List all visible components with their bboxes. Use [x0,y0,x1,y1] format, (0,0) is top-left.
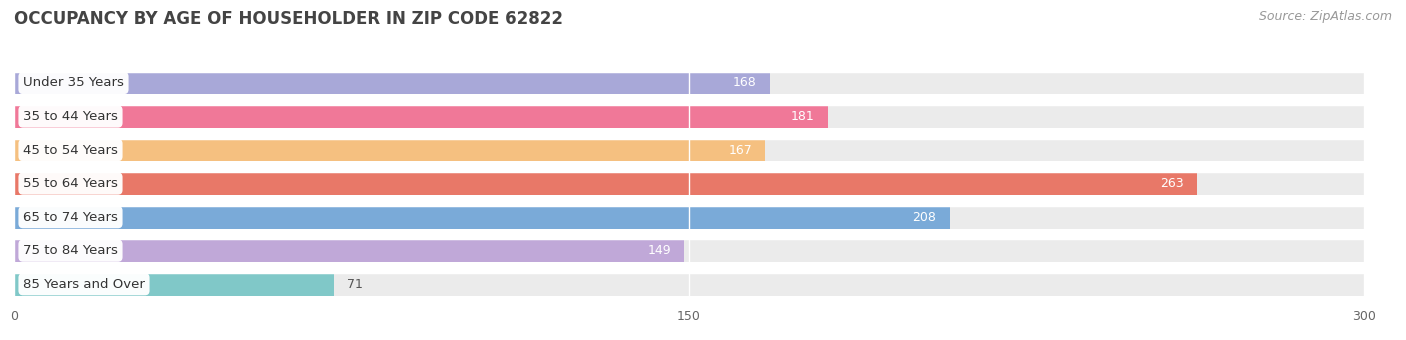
Text: 45 to 54 Years: 45 to 54 Years [22,143,118,156]
Text: 75 to 84 Years: 75 to 84 Years [22,244,118,257]
Bar [14,273,1364,295]
Text: 167: 167 [728,143,752,156]
Text: 35 to 44 Years: 35 to 44 Years [22,110,118,123]
Text: 149: 149 [647,244,671,257]
Bar [14,72,770,95]
Bar [14,72,1364,95]
Text: 208: 208 [912,211,936,224]
Text: Under 35 Years: Under 35 Years [22,76,124,89]
Text: 168: 168 [733,76,756,89]
Text: 71: 71 [347,278,363,291]
Bar [14,172,1364,195]
Text: 65 to 74 Years: 65 to 74 Years [22,211,118,224]
Text: 55 to 64 Years: 55 to 64 Years [22,177,118,190]
Text: 85 Years and Over: 85 Years and Over [22,278,145,291]
Text: OCCUPANCY BY AGE OF HOUSEHOLDER IN ZIP CODE 62822: OCCUPANCY BY AGE OF HOUSEHOLDER IN ZIP C… [14,10,562,28]
Text: 263: 263 [1160,177,1184,190]
Bar [14,172,1198,195]
Bar [14,139,1364,162]
Text: 181: 181 [792,110,815,123]
Bar [14,105,1364,128]
Bar [14,139,765,162]
Bar [14,239,1364,262]
Text: Source: ZipAtlas.com: Source: ZipAtlas.com [1258,10,1392,23]
Bar [14,239,685,262]
Bar [14,206,950,228]
Bar [14,273,333,295]
Bar [14,206,1364,228]
Bar [14,105,828,128]
